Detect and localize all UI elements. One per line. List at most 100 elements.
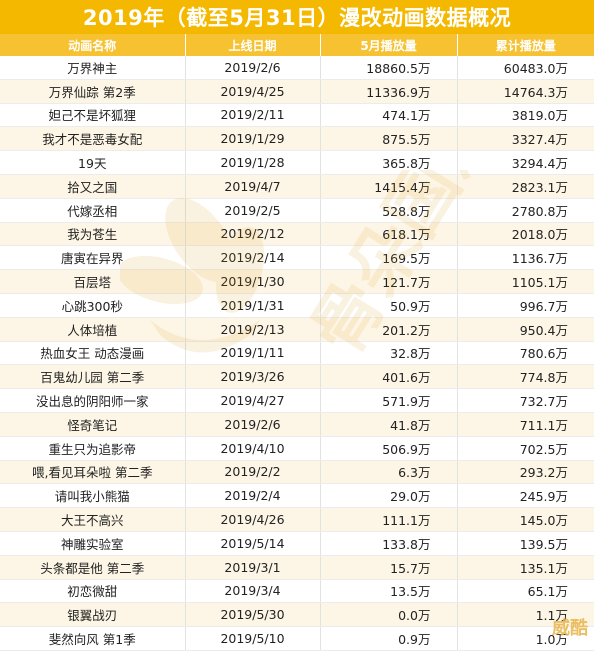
table-row: 19天 2019/1/28 365.8万 3294.4万 <box>0 150 594 175</box>
table-header-row: 动画名称 上线日期 5月播放量 累计播放量 <box>0 34 594 56</box>
cell-may-plays: 32.8万 <box>320 341 458 366</box>
table-body: 万界神主 2019/2/6 18860.5万 60483.0万 万界仙踪 第2季 2019… <box>0 56 594 651</box>
cell-total-plays: 245.9万 <box>457 483 594 509</box>
cell-release-date: 2019/4/25 <box>185 79 321 104</box>
table-row: 百层塔 2019/1/30 121.7万 1105.1万 <box>0 269 594 294</box>
table-row: 没出息的阴阳师一家 2019/4/27 571.9万 732.7万 <box>0 388 594 413</box>
title-bar: 2019年（截至5月31日）漫改动画数据概况 <box>0 0 594 34</box>
cell-total-plays: 1136.7万 <box>457 245 594 271</box>
cell-anime-name: 热血女王 动态漫画 <box>0 341 186 366</box>
cell-total-plays: 2780.8万 <box>457 198 594 223</box>
cell-release-date: 2019/4/7 <box>185 174 321 199</box>
cell-release-date: 2019/3/4 <box>185 579 321 604</box>
table-row: 初恋微甜 2019/3/4 13.5万 65.1万 <box>0 579 594 604</box>
table-row: 大王不高兴 2019/4/26 111.1万 145.0万 <box>0 507 594 532</box>
cell-anime-name: 银翼战刃 <box>0 602 186 628</box>
cell-anime-name: 代嫁丞相 <box>0 198 186 223</box>
cell-total-plays: 145.0万 <box>457 507 594 532</box>
table-row: 头条都是他 第二季 2019/3/1 15.7万 135.1万 <box>0 555 594 580</box>
cell-total-plays: 3294.4万 <box>457 150 594 175</box>
cell-total-plays: 3819.0万 <box>457 103 594 128</box>
cell-anime-name: 斐然向风 第1季 <box>0 626 186 651</box>
cell-release-date: 2019/2/6 <box>185 412 321 437</box>
cell-release-date: 2019/1/28 <box>185 150 321 175</box>
cell-may-plays: 0.9万 <box>320 626 458 651</box>
table-row: 代嫁丞相 2019/2/5 528.8万 2780.8万 <box>0 198 594 223</box>
table-row: 我为苍生 2019/2/12 618.1万 2018.0万 <box>0 222 594 247</box>
cell-may-plays: 474.1万 <box>320 103 458 128</box>
cell-may-plays: 13.5万 <box>320 579 458 604</box>
corner-stamp: 威酷 <box>552 618 588 639</box>
cell-may-plays: 6.3万 <box>320 460 458 485</box>
cell-total-plays: 732.7万 <box>457 388 594 413</box>
cell-total-plays: 60483.0万 <box>457 56 594 80</box>
cell-anime-name: 没出息的阴阳师一家 <box>0 388 186 413</box>
table-row: 万界仙踪 第2季 2019/4/25 11336.9万 14764.3万 <box>0 79 594 104</box>
table-row: 喂,看见耳朵啦 第二季 2019/2/2 6.3万 293.2万 <box>0 460 594 485</box>
cell-may-plays: 15.7万 <box>320 555 458 580</box>
cell-anime-name: 初恋微甜 <box>0 579 186 604</box>
cell-total-plays: 702.5万 <box>457 436 594 461</box>
cell-may-plays: 0.0万 <box>320 602 458 628</box>
table-row: 斐然向风 第1季 2019/5/10 0.9万 1.0万 <box>0 626 594 651</box>
table-row: 神雕实验室 2019/5/14 133.8万 139.5万 <box>0 531 594 556</box>
cell-anime-name: 重生只为追影帝 <box>0 436 186 461</box>
cell-may-plays: 11336.9万 <box>320 79 458 104</box>
cell-anime-name: 唐寅在异界 <box>0 245 186 271</box>
cell-total-plays: 774.8万 <box>457 364 594 390</box>
cell-total-plays: 950.4万 <box>457 317 594 342</box>
column-header-date: 上线日期 <box>185 34 321 56</box>
table-row: 人体培植 2019/2/13 201.2万 950.4万 <box>0 317 594 342</box>
cell-anime-name: 万界神主 <box>0 56 186 80</box>
cell-anime-name: 神雕实验室 <box>0 531 186 556</box>
cell-total-plays: 711.1万 <box>457 412 594 437</box>
cell-may-plays: 50.9万 <box>320 293 458 318</box>
cell-release-date: 2019/2/6 <box>185 56 321 80</box>
cell-release-date: 2019/2/2 <box>185 460 321 485</box>
cell-anime-name: 百层塔 <box>0 269 186 294</box>
cell-total-plays: 14764.3万 <box>457 79 594 104</box>
table-row: 我才不是恶毒女配 2019/1/29 875.5万 3327.4万 <box>0 126 594 152</box>
cell-may-plays: 29.0万 <box>320 483 458 509</box>
cell-release-date: 2019/3/26 <box>185 364 321 390</box>
cell-total-plays: 1.1万 <box>457 602 594 628</box>
cell-anime-name: 大王不高兴 <box>0 507 186 532</box>
cell-release-date: 2019/2/12 <box>185 222 321 247</box>
cell-anime-name: 请叫我小熊猫 <box>0 483 186 509</box>
cell-release-date: 2019/4/26 <box>185 507 321 532</box>
cell-release-date: 2019/1/30 <box>185 269 321 294</box>
cell-release-date: 2019/3/1 <box>185 555 321 580</box>
data-table: 动画名称 上线日期 5月播放量 累计播放量 万界神主 2019/2/6 18860.… <box>0 34 594 651</box>
table-row: 怪奇笔记 2019/2/6 41.8万 711.1万 <box>0 412 594 437</box>
cell-may-plays: 133.8万 <box>320 531 458 556</box>
cell-anime-name: 19天 <box>0 150 186 175</box>
cell-may-plays: 201.2万 <box>320 317 458 342</box>
cell-release-date: 2019/5/14 <box>185 531 321 556</box>
table-row: 唐寅在异界 2019/2/14 169.5万 1136.7万 <box>0 245 594 271</box>
cell-anime-name: 我为苍生 <box>0 222 186 247</box>
table-row: 请叫我小熊猫 2019/2/4 29.0万 245.9万 <box>0 483 594 509</box>
cell-may-plays: 506.9万 <box>320 436 458 461</box>
cell-may-plays: 528.8万 <box>320 198 458 223</box>
cell-total-plays: 1105.1万 <box>457 269 594 294</box>
cell-anime-name: 我才不是恶毒女配 <box>0 126 186 152</box>
table-row: 万界神主 2019/2/6 18860.5万 60483.0万 <box>0 56 594 80</box>
cell-total-plays: 293.2万 <box>457 460 594 485</box>
table-row: 百鬼幼儿园 第二季 2019/3/26 401.6万 774.8万 <box>0 364 594 390</box>
cell-anime-name: 百鬼幼儿园 第二季 <box>0 364 186 390</box>
cell-total-plays: 2018.0万 <box>457 222 594 247</box>
table-row: 心跳300秒 2019/1/31 50.9万 996.7万 <box>0 293 594 318</box>
table-row: 重生只为追影帝 2019/4/10 506.9万 702.5万 <box>0 436 594 461</box>
table-row: 拾又之国 2019/4/7 1415.4万 2823.1万 <box>0 174 594 199</box>
cell-may-plays: 618.1万 <box>320 222 458 247</box>
cell-release-date: 2019/2/11 <box>185 103 321 128</box>
cell-total-plays: 139.5万 <box>457 531 594 556</box>
cell-may-plays: 41.8万 <box>320 412 458 437</box>
cell-anime-name: 妲己不是坏狐狸 <box>0 103 186 128</box>
cell-may-plays: 365.8万 <box>320 150 458 175</box>
cell-total-plays: 135.1万 <box>457 555 594 580</box>
cell-may-plays: 18860.5万 <box>320 56 458 80</box>
cell-anime-name: 心跳300秒 <box>0 293 186 318</box>
cell-release-date: 2019/5/10 <box>185 626 321 651</box>
cell-release-date: 2019/1/31 <box>185 293 321 318</box>
